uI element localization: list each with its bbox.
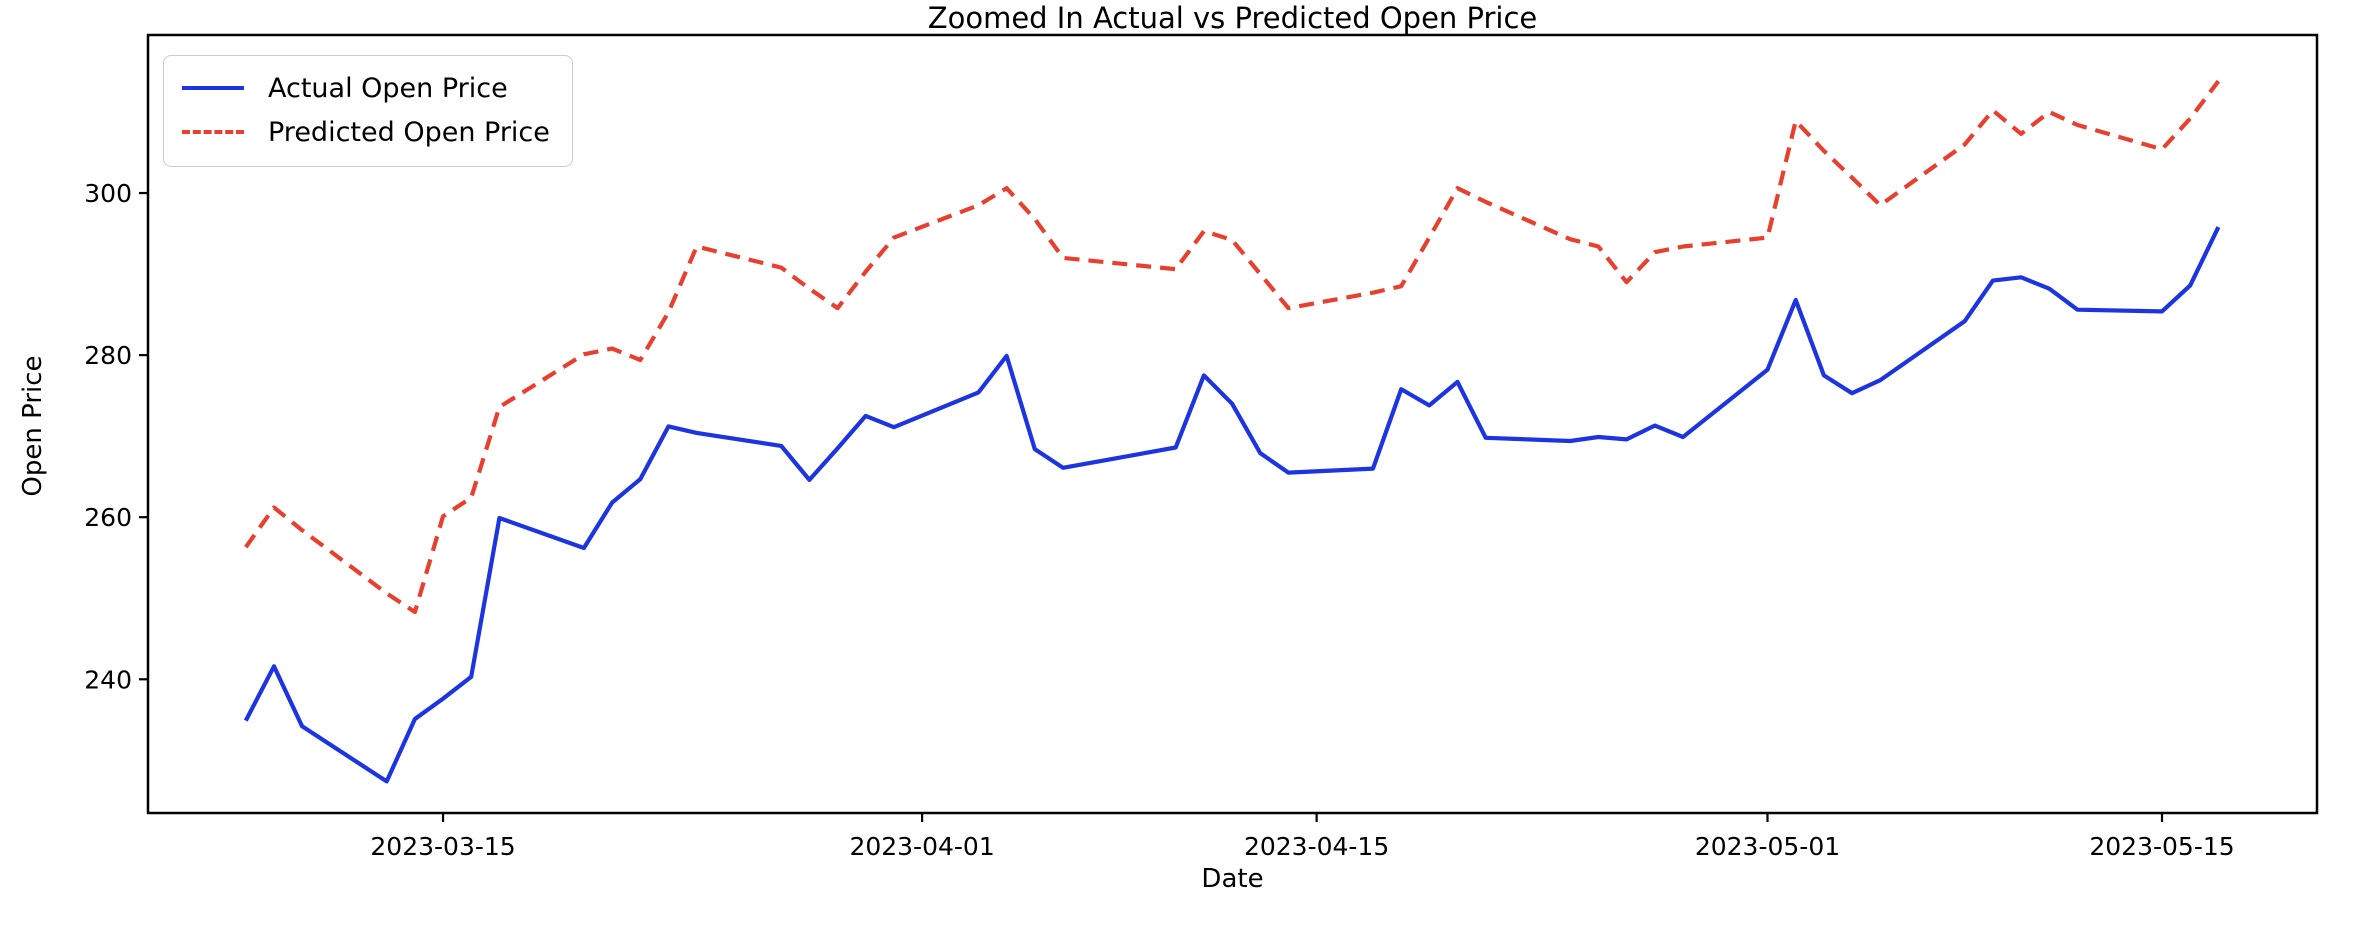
y-axis-label: Open Price bbox=[18, 355, 48, 497]
y-tick-label: 240 bbox=[84, 665, 132, 694]
legend-entry-predicted: Predicted Open Price bbox=[182, 110, 550, 154]
x-axis-label: Date bbox=[1201, 864, 1264, 894]
y-tick-label: 300 bbox=[84, 179, 132, 208]
x-tick-label: 2023-05-15 bbox=[2089, 832, 2234, 861]
x-tick-label: 2023-05-01 bbox=[1695, 832, 1840, 861]
x-tick-label: 2023-04-15 bbox=[1244, 832, 1389, 861]
legend: Actual Open Price Predicted Open Price bbox=[163, 55, 573, 167]
y-tick-label: 260 bbox=[84, 503, 132, 532]
x-tick-label: 2023-03-15 bbox=[370, 832, 515, 861]
legend-label-predicted: Predicted Open Price bbox=[268, 116, 550, 148]
chart-title: Zoomed In Actual vs Predicted Open Price bbox=[927, 1, 1538, 35]
actual-open-price-line bbox=[243, 226, 2221, 784]
x-tick-label: 2023-04-01 bbox=[849, 832, 994, 861]
predicted-line-swatch bbox=[182, 130, 244, 134]
predicted-open-price-line bbox=[244, 79, 2221, 615]
actual-line-swatch bbox=[182, 86, 244, 90]
y-tick-label: 280 bbox=[84, 341, 132, 370]
legend-entry-actual: Actual Open Price bbox=[182, 66, 550, 110]
legend-label-actual: Actual Open Price bbox=[268, 72, 508, 104]
axes-spines bbox=[146, 33, 2319, 815]
